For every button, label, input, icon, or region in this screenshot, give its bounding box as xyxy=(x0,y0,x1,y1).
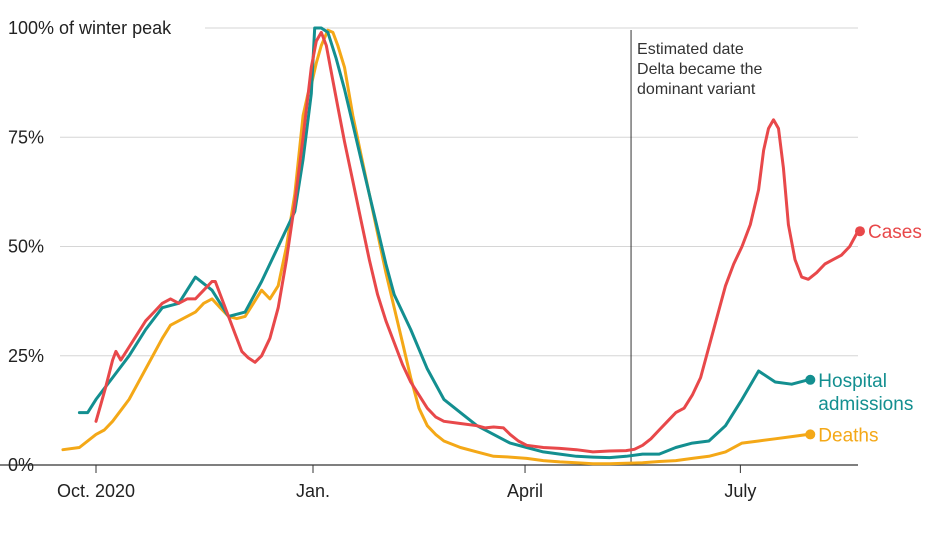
series-end-dot-deaths xyxy=(805,429,816,440)
delta-annotation: Estimated date Delta became the dominant v… xyxy=(630,30,763,465)
series-label-cases: Cases xyxy=(868,222,922,243)
x-axis-ticks: Oct. 2020 Jan. April July xyxy=(57,465,756,501)
x-tick-label: Oct. 2020 xyxy=(57,481,135,501)
x-tick-label: Jan. xyxy=(296,481,330,501)
series-line-deaths xyxy=(61,28,810,466)
y-tick-label-25: 25% xyxy=(8,346,44,366)
series-label-word: Hospital xyxy=(818,371,887,392)
annotation-line: Delta became the xyxy=(637,61,763,78)
x-tick-label: April xyxy=(507,481,543,501)
series-label-deaths: Deaths xyxy=(818,425,878,446)
series-lines xyxy=(61,26,860,466)
series-label-word: Cases xyxy=(868,222,922,243)
annotation-line: Estimated date xyxy=(637,41,744,58)
y-tick-label-50: 50% xyxy=(8,237,44,257)
series-end-dot-cases xyxy=(854,226,865,237)
series-label-hospital-admissions: Hospital admissions xyxy=(818,371,913,415)
annotation-line: dominant variant xyxy=(637,81,756,98)
y-axis-tick-labels: 0% 25% 50% 75% 100% of winter peak xyxy=(8,18,172,475)
y-tick-label-0: 0% xyxy=(8,455,34,475)
series-end-labels: Cases Hospital admissions Deaths xyxy=(805,222,922,446)
series-label-word: admissions xyxy=(818,394,913,415)
series-line-cases xyxy=(94,30,860,454)
series-label-word: Deaths xyxy=(818,425,878,446)
series-end-dot-hospital-admissions xyxy=(805,374,816,385)
x-tick-label: July xyxy=(724,481,756,501)
y-tick-label-75: 75% xyxy=(8,127,44,147)
y-tick-label-100: 100% of winter peak xyxy=(8,18,172,38)
